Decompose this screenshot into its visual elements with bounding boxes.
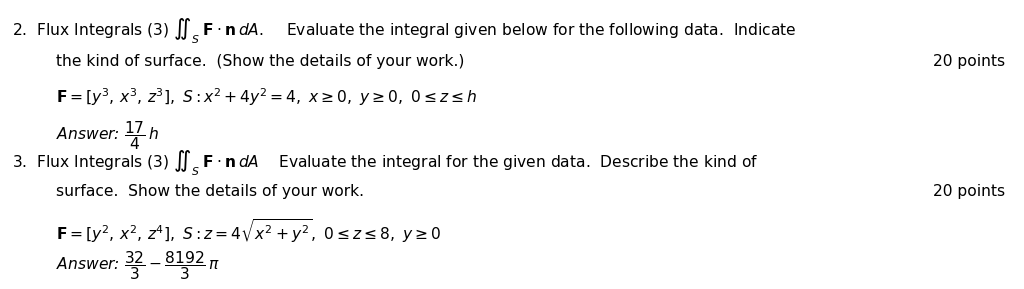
Text: the kind of surface.  (Show the details of your work.): the kind of surface. (Show the details o… (56, 54, 465, 69)
Text: $\mathbf{F} = [y^3,\, x^3,\, z^3],\ S: x^2 + 4y^2 = 4,\ x \geq 0,\ y \geq 0,\ 0 : $\mathbf{F} = [y^3,\, x^3,\, z^3],\ S: x… (56, 87, 478, 108)
Text: $\it{Answer}$: $\dfrac{32}{3} - \dfrac{8192}{3}\, \pi$: $\it{Answer}$: $\dfrac{32}{3} - \dfrac{8… (56, 249, 220, 282)
Text: 2.  Flux Integrals (3) $\iint_S$ $\mathbf{F} \cdot \mathbf{n}\, dA.$    Evaluate: 2. Flux Integrals (3) $\iint_S$ $\mathbf… (12, 16, 797, 46)
Text: surface.  Show the details of your work.: surface. Show the details of your work. (56, 184, 365, 199)
Text: $\mathbf{F} = [y^2,\, x^2,\, z^4],\ S: z = 4\sqrt{x^2 + y^2},\ 0 \leq z \leq 8,\: $\mathbf{F} = [y^2,\, x^2,\, z^4],\ S: z… (56, 217, 441, 245)
Text: 20 points: 20 points (934, 54, 1006, 69)
Text: $\it{Answer}$: $\dfrac{17}{4}\, h$: $\it{Answer}$: $\dfrac{17}{4}\, h$ (56, 119, 160, 151)
Text: 3.  Flux Integrals (3) $\iint_S$ $\mathbf{F} \cdot \mathbf{n}\, dA$    Evaluate : 3. Flux Integrals (3) $\iint_S$ $\mathbf… (12, 149, 759, 178)
Text: 20 points: 20 points (934, 184, 1006, 199)
